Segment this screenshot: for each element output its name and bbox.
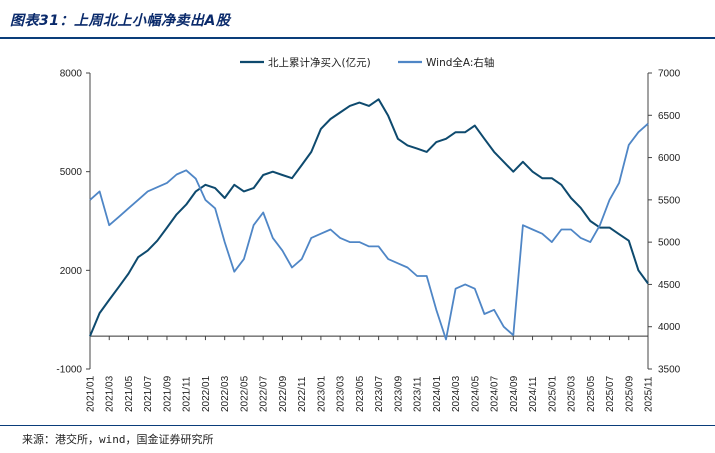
- chart-lines: [89, 98, 649, 341]
- x-tick-label: 2021/01: [86, 375, 97, 412]
- x-tick-label: 2024/09: [509, 375, 520, 412]
- x-tick-label: 2023/03: [336, 375, 347, 412]
- left-tick-label: 8000: [60, 69, 83, 80]
- x-tick-label: 2021/09: [162, 375, 173, 412]
- right-tick-label: 6500: [658, 111, 681, 122]
- x-tick-label: 2025/03: [567, 375, 578, 412]
- right-tick-label: 6000: [658, 153, 681, 164]
- right-tick-label: 4000: [658, 322, 681, 333]
- x-tick-label: 2022/05: [239, 375, 250, 412]
- legend-label-wind-a: Wind全A:右轴: [426, 56, 494, 69]
- x-tick-label: 2023/01: [316, 375, 327, 412]
- x-tick-label: 2023/05: [355, 375, 366, 412]
- x-tick-label: 2023/11: [413, 376, 424, 412]
- series-wind-a-line: [89, 123, 649, 341]
- x-tick-label: 2025/07: [605, 375, 616, 412]
- x-tick-label: 2022/01: [201, 375, 212, 412]
- footer-rule: [0, 425, 715, 426]
- right-tick-label: 3500: [658, 365, 681, 376]
- source-note: 来源：港交所，wind，国金证券研究所: [22, 433, 214, 446]
- x-tick-label: 2021/05: [124, 375, 135, 412]
- right-tick-label: 5500: [658, 195, 681, 206]
- x-tick-label: 2021/07: [143, 375, 154, 412]
- right-tick-label: 5000: [658, 238, 681, 249]
- chart: -1000 2000 5000 8000 3500 4000 4500 5000 5500 600…: [56, 56, 680, 413]
- right-tick-label: 4500: [658, 280, 681, 291]
- x-tick-label: 2024/01: [432, 375, 443, 412]
- figure-title: 图表31：上周北上小幅净卖出A股: [10, 13, 231, 29]
- x-tick-label: 2023/09: [393, 375, 404, 412]
- x-tick-label: 2022/03: [220, 375, 231, 412]
- x-tick-label: 2025/05: [586, 375, 597, 412]
- legend-label-northbound: 北上累计净买入(亿元): [268, 56, 371, 69]
- title-rule: [0, 37, 715, 39]
- x-tick-label: 2022/11: [297, 376, 308, 412]
- x-tick-label: 2025/09: [624, 375, 635, 412]
- x-tick-label: 2022/07: [259, 375, 270, 412]
- right-tick-label: 7000: [658, 69, 681, 80]
- x-tick-label: 2024/11: [528, 376, 539, 412]
- chart-legend: 北上累计净买入(亿元) Wind全A:右轴: [240, 56, 494, 69]
- left-tick-label: 2000: [60, 266, 83, 277]
- x-tick-label: 2021/03: [105, 375, 116, 412]
- x-tick-label: 2024/07: [490, 375, 501, 412]
- left-tick-label: 5000: [60, 167, 83, 178]
- chart-axes: -1000 2000 5000 8000 3500 4000 4500 5000 5500 600…: [56, 69, 680, 413]
- x-tick-label: 2025/11: [644, 376, 655, 412]
- x-tick-label: 2021/11: [182, 376, 193, 412]
- x-tick-label: 2025/01: [547, 375, 558, 412]
- x-tick-label: 2024/05: [470, 375, 481, 412]
- x-tick-label: 2024/03: [451, 375, 462, 412]
- x-tick-label: 2023/07: [374, 375, 385, 412]
- x-tick-label: 2022/09: [278, 375, 289, 412]
- series-northbound-line: [89, 98, 649, 337]
- left-tick-label: -1000: [56, 365, 82, 376]
